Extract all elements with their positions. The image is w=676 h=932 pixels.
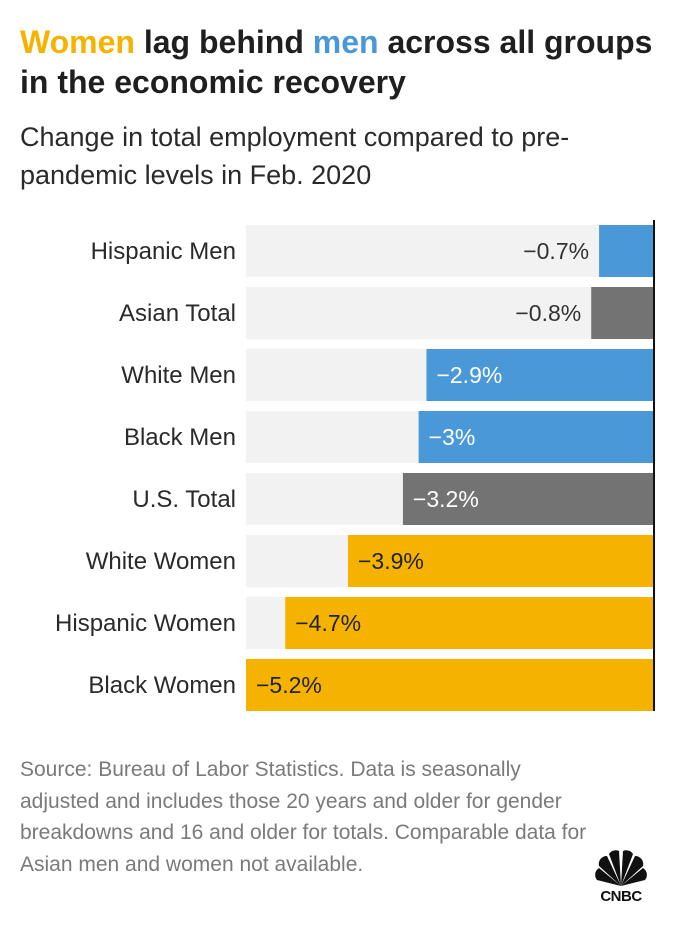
peacock-icon [595, 850, 647, 886]
category-label-hispanic-men: Hispanic Men [91, 238, 236, 265]
bar-asian-total [591, 287, 654, 339]
title-women-highlight: Women [20, 24, 135, 60]
bar-chart-svg: Hispanic Men −0.7% Asian Total −0.8% White M… [55, 220, 655, 711]
bar-black-men [418, 411, 654, 463]
value-label-asian-total: −0.8% [515, 300, 581, 326]
logo-wordmark: CNBC [600, 888, 642, 905]
bar-black-women [246, 659, 654, 711]
value-label-black-men: −3% [429, 424, 476, 450]
chart-subtitle: Change in total employment compared to p… [20, 122, 570, 190]
title-text-a: lag behind [134, 24, 313, 60]
category-label-black-women: Black Women [88, 672, 236, 699]
cnbc-logo: CNBC [585, 850, 657, 906]
bar-white-women [348, 535, 654, 587]
bar-chart: Hispanic Men −0.7% Asian Total −0.8% White M… [0, 220, 676, 720]
bar-u-s-total [402, 473, 654, 525]
category-label-asian-total: Asian Total [119, 300, 236, 327]
value-label-u-s-total: −3.2% [413, 486, 479, 512]
category-label-black-men: Black Men [124, 424, 236, 451]
bar-hispanic-women [285, 597, 654, 649]
category-label-white-men: White Men [121, 362, 236, 389]
category-label-white-women: White Women [86, 548, 236, 575]
bar-track-asian-total [246, 287, 654, 339]
category-label-hispanic-women: Hispanic Women [55, 610, 236, 637]
title-text-b: across all groups in the economic recove… [20, 24, 653, 100]
source-note: Source: Bureau of Labor Statistics. Data… [20, 758, 587, 876]
chart-title: Women lag behind men across all groups i… [20, 22, 660, 102]
value-label-hispanic-men: −0.7% [523, 238, 589, 264]
title-men-highlight: men [312, 24, 379, 60]
bar-track-hispanic-men [246, 225, 654, 277]
value-label-black-women: −5.2% [256, 672, 322, 698]
value-label-hispanic-women: −4.7% [295, 610, 361, 636]
value-label-white-men: −2.9% [436, 362, 502, 388]
bar-white-men [426, 349, 654, 401]
bar-hispanic-men [599, 225, 654, 277]
category-label-u-s-total: U.S. Total [132, 486, 236, 513]
value-label-white-women: −3.9% [358, 548, 424, 574]
